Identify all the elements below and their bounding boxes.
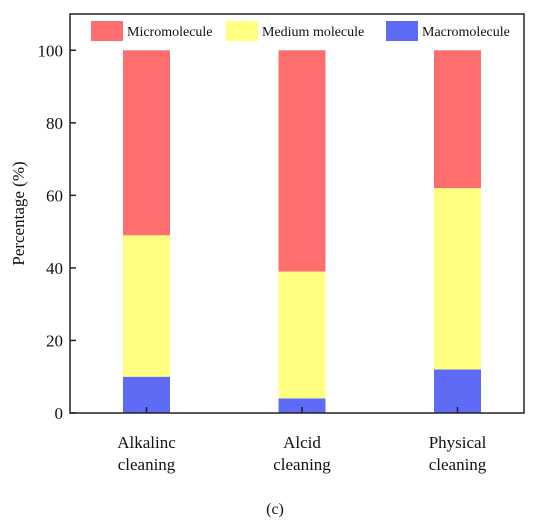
y-axis-title: Percentage (%) (9, 161, 28, 265)
legend: Micromolecule Medium molecule Macromolecul… (91, 21, 510, 41)
legend-swatch-macromolecule (386, 21, 418, 41)
legend-label-micromolecule: Micromolecule (127, 25, 213, 40)
bar-macromolecule-2 (278, 398, 326, 413)
y-tick-label: 0 (55, 404, 64, 423)
bar-micromolecule-3 (434, 50, 481, 189)
x-category-label: Alkalinc cleaning (117, 433, 176, 474)
y-tick-label: 100 (38, 41, 64, 60)
x-category-label: Physical cleaning (429, 433, 487, 474)
y-tick-label: 80 (46, 114, 63, 133)
legend-label-medium-molecule: Medium molecule (262, 25, 364, 40)
bar-macromolecule-3 (434, 369, 481, 413)
legend-label-macromolecule: Macromolecule (422, 25, 510, 40)
bar-micromolecule-2 (278, 50, 326, 272)
y-axis: 0 20 40 60 80 100 (38, 41, 76, 423)
bars-layer (123, 50, 481, 413)
bar-macromolecule-1 (123, 376, 170, 413)
bar-medium-molecule-2 (278, 271, 326, 399)
bar-micromolecule-1 (123, 50, 170, 236)
bar-medium-molecule-3 (434, 188, 481, 370)
x-axis: Alkalinc cleaning Alcid cleaning Physical cle… (117, 407, 487, 474)
bar-medium-molecule-1 (123, 235, 170, 377)
legend-swatch-medium-molecule (226, 21, 258, 41)
legend-swatch-micromolecule (91, 21, 123, 41)
figure-caption: (c) (266, 501, 284, 518)
y-tick-label: 60 (46, 186, 63, 205)
plot-frame (69, 13, 525, 414)
y-tick-label: 20 (46, 331, 63, 350)
x-category-label: Alcid cleaning (273, 433, 331, 474)
y-tick-label: 40 (46, 259, 63, 278)
